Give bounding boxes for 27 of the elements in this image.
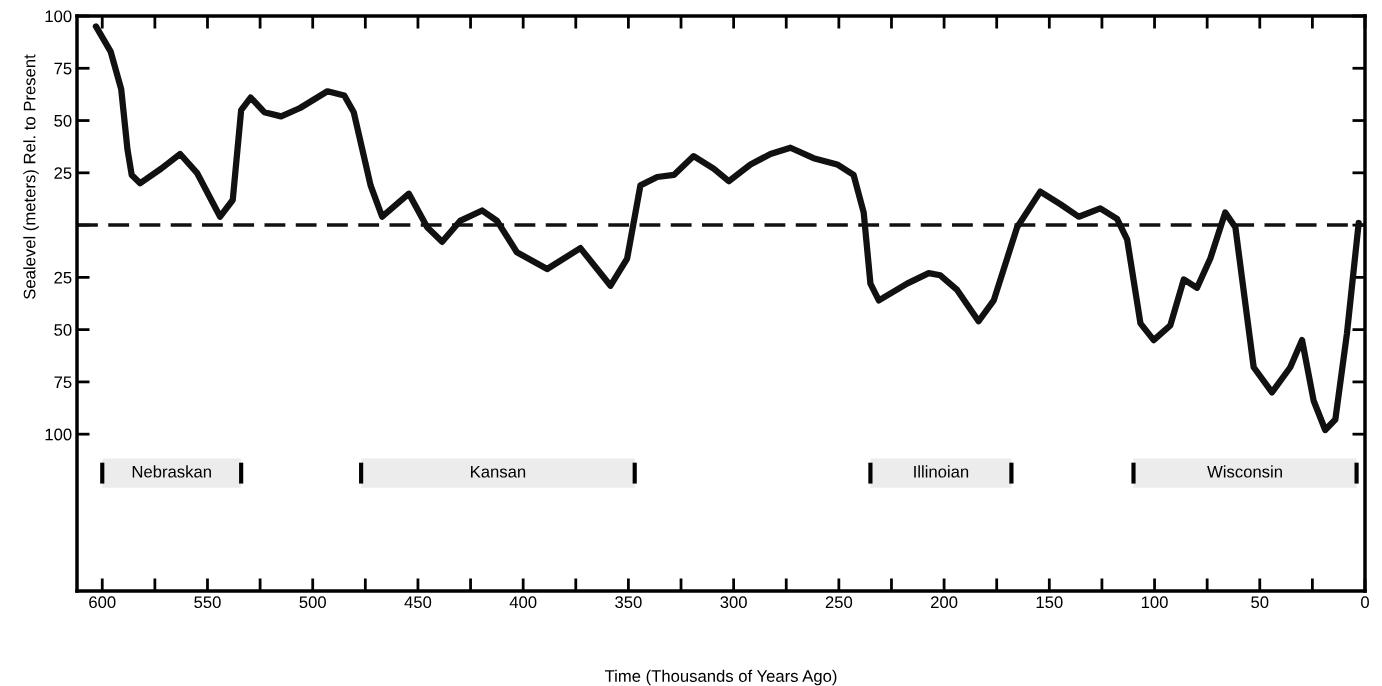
y-tick-label: 25: [54, 271, 72, 284]
x-tick-label: 550: [194, 596, 221, 609]
y-tick-label: 100: [45, 428, 72, 441]
x-axis-title: Time (Thousands of Years Ago): [604, 669, 837, 686]
band-label: Kansan: [471, 465, 526, 478]
band-label: Nebraskan: [132, 465, 211, 478]
x-tick-label: 500: [299, 596, 326, 609]
x-tick-label: 450: [404, 596, 432, 609]
x-tick-label: 150: [1036, 596, 1063, 609]
y-tick-label: 100: [45, 10, 72, 23]
x-tick-label: 100: [1141, 596, 1168, 609]
y-tick-label: 50: [54, 114, 72, 127]
band-label: Wisconsin: [1207, 465, 1282, 478]
y-tick-label: 25: [54, 167, 72, 180]
y-tick-label: 75: [54, 62, 72, 75]
x-tick-label: 200: [931, 596, 958, 609]
x-tick-label: 50: [1251, 596, 1269, 609]
x-tick-label: 300: [720, 596, 747, 609]
x-tick-label: 600: [89, 596, 116, 609]
x-tick-label: 350: [615, 596, 642, 609]
y-tick-label: 75: [54, 376, 72, 389]
y-tick-label: 50: [54, 324, 72, 336]
band-label: Illinoian: [914, 465, 969, 478]
x-tick-label: 250: [825, 596, 853, 609]
x-tick-label: 0: [1361, 596, 1369, 609]
x-tick-label: 400: [509, 596, 537, 609]
y-axis-title: Sealevel (meters) Rel. to Present: [23, 54, 39, 299]
